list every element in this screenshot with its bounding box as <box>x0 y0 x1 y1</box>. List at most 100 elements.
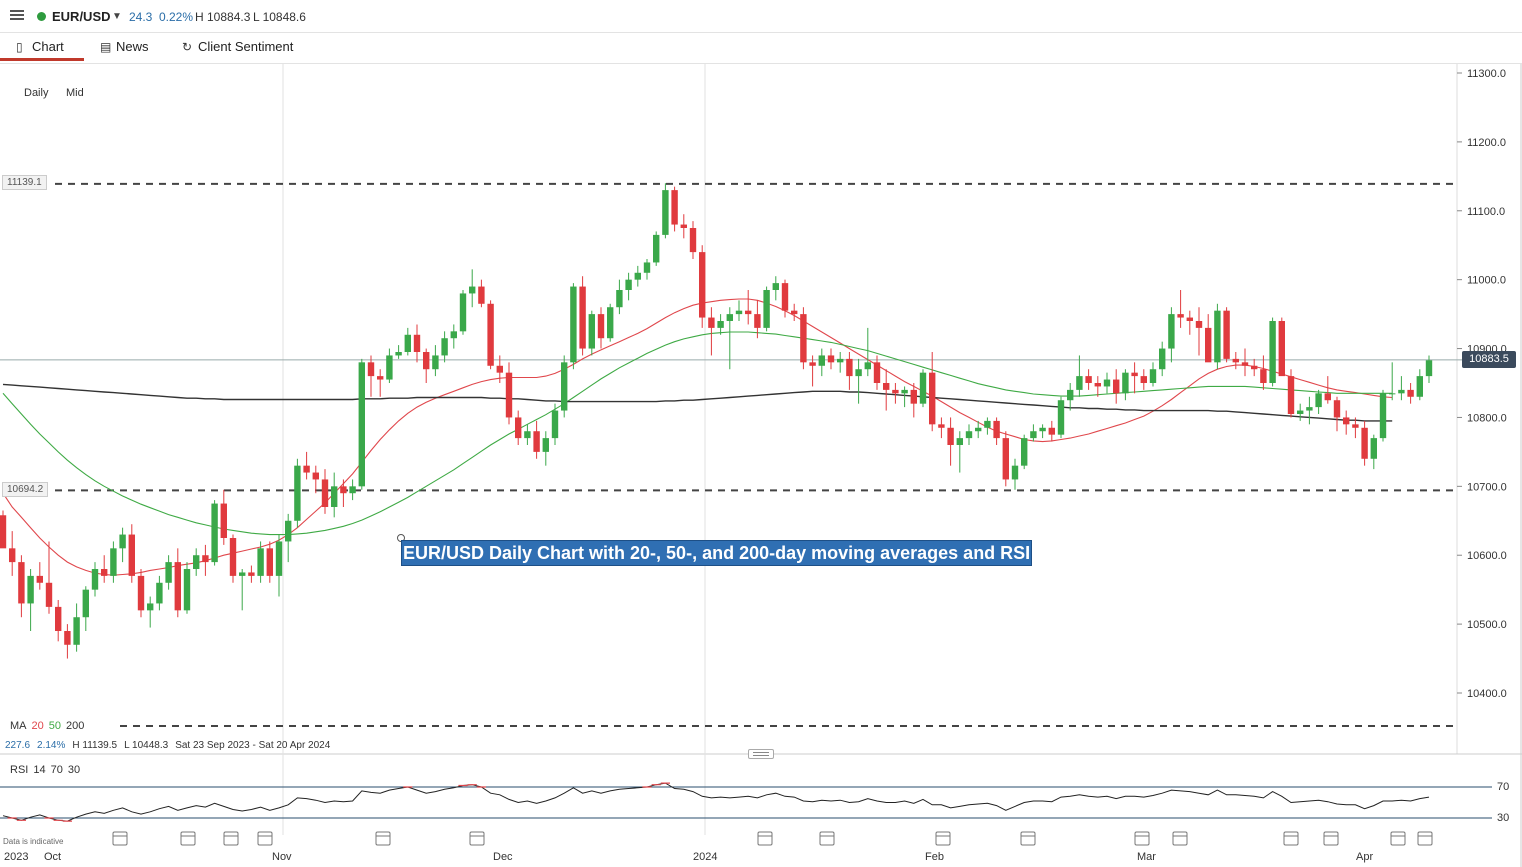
news-icon: ▤ <box>100 40 112 54</box>
candle-body <box>634 272 641 280</box>
pane-resize-handle[interactable] <box>748 749 774 759</box>
chevron-down-icon[interactable]: ▼ <box>112 11 122 22</box>
candle-body <box>1361 427 1368 459</box>
candle-body <box>349 486 356 494</box>
candle-body <box>717 321 724 328</box>
candle-body <box>239 572 246 576</box>
instrument-symbol[interactable]: EUR/USD <box>52 9 111 24</box>
candle-body <box>423 352 430 370</box>
price-type-label[interactable]: Mid <box>66 87 84 99</box>
rsi-upper: 70 <box>50 764 63 776</box>
candle-body <box>1370 438 1377 459</box>
candle-body <box>1067 389 1074 401</box>
interval-label[interactable]: Daily <box>24 87 49 99</box>
candle-body <box>386 355 393 380</box>
candle-body <box>1002 438 1009 480</box>
candle-body <box>864 362 871 370</box>
candle-body <box>919 372 927 404</box>
candle-body <box>45 582 53 607</box>
calendar-event-icon <box>1323 831 1339 846</box>
candle-body <box>303 465 310 473</box>
candle-body <box>542 438 549 452</box>
y-tick-label: 11300.0 <box>1467 68 1506 80</box>
tab-chart[interactable]: ▯ Chart <box>0 33 84 61</box>
candle-body <box>128 534 135 576</box>
x-tick-label: Mar <box>1137 851 1156 863</box>
tab-news-label: News <box>116 39 149 54</box>
calendar-event-icon <box>1417 831 1433 846</box>
candle-body <box>625 279 632 290</box>
candle-body <box>0 515 7 549</box>
candle-body <box>1057 400 1065 435</box>
candle-body <box>1398 389 1405 394</box>
x-tick-label: 2024 <box>693 851 718 863</box>
ma-label: MA <box>10 720 27 732</box>
tab-news[interactable]: ▤ News <box>100 33 149 61</box>
candle-body <box>404 334 411 352</box>
candle-body <box>413 334 421 352</box>
candle-body <box>1039 427 1046 432</box>
candle-body <box>496 365 503 373</box>
candle-body <box>36 575 43 583</box>
rsi-tick-70: 70 <box>1497 781 1510 793</box>
y-tick-label: 11000.0 <box>1467 275 1506 287</box>
candle-body <box>321 479 329 507</box>
candle-body <box>809 362 816 366</box>
candle-body <box>1278 321 1285 377</box>
candle-body <box>1103 379 1111 387</box>
candle-body <box>883 383 890 390</box>
candle-body <box>1260 369 1267 383</box>
candle-body <box>1223 310 1230 359</box>
tab-client-sentiment[interactable]: ↻ Client Sentiment <box>182 33 293 61</box>
moving-average-legend[interactable]: MA 20 50 200 <box>10 720 89 732</box>
candle-body <box>837 358 844 363</box>
rsi-legend[interactable]: RSI 14 70 30 <box>10 764 85 776</box>
calendar-event-icon <box>112 831 128 846</box>
candle-body <box>18 562 25 604</box>
candle-body <box>781 283 789 311</box>
ma-20-period: 20 <box>31 720 44 732</box>
candle-body <box>1048 427 1055 435</box>
candle-body <box>938 424 945 428</box>
candle-body <box>965 431 973 439</box>
candle-body <box>1076 376 1083 390</box>
ma-50-line <box>2 331 1393 536</box>
candle-body <box>1269 321 1276 383</box>
candle-body <box>1379 393 1387 439</box>
candle-body <box>101 569 108 576</box>
candle-body <box>1251 365 1258 370</box>
candle-body <box>561 362 568 411</box>
candle-body <box>993 420 1000 439</box>
candle-body <box>331 486 338 507</box>
candle-body <box>1149 369 1157 383</box>
price-change-percent: 0.22% <box>159 10 194 24</box>
y-tick-label: 10800.0 <box>1467 412 1507 424</box>
tab-chart-label: Chart <box>32 39 64 54</box>
calendar-event-icon <box>935 831 951 846</box>
candle-body <box>377 376 384 380</box>
candle-body <box>1287 376 1295 414</box>
candle-body <box>1333 400 1341 418</box>
candle-body <box>800 314 807 363</box>
candle-body <box>165 562 172 583</box>
candle-body <box>597 314 605 339</box>
candle-body <box>73 617 80 645</box>
candle-body <box>1324 393 1331 401</box>
candle-body <box>27 575 34 604</box>
chart-annotation[interactable]: EUR/USD Daily Chart with 20-, 50-, and 2… <box>401 540 1033 566</box>
range-dates: Sat 23 Sep 2023 - Sat 20 Apr 2024 <box>175 740 331 751</box>
candle-body <box>735 310 743 315</box>
current-price-tag: 10883.5 <box>1462 351 1516 368</box>
hamburger-menu-icon[interactable] <box>10 8 24 22</box>
calendar-event-icon <box>757 831 773 846</box>
candle-body <box>469 286 476 294</box>
market-status-dot <box>37 12 46 21</box>
candle-body <box>312 472 319 480</box>
rsi-label: RSI <box>10 764 29 776</box>
x-tick-label: Nov <box>272 851 292 863</box>
candle-body <box>1407 389 1414 397</box>
candle-body <box>441 338 448 356</box>
candle-body <box>183 569 191 611</box>
ma-50-period: 50 <box>48 720 61 732</box>
